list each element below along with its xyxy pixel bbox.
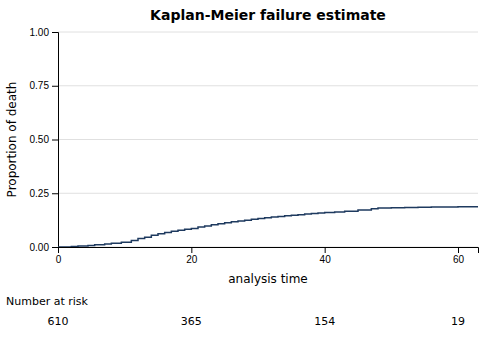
risk-table: Number at risk 610 365 154 19 [6, 295, 465, 328]
x-axis: 0 20 40 60 [56, 247, 479, 265]
y-tick: 0.00 [30, 242, 58, 253]
y-grid-line [58, 85, 478, 86]
risk-label: Number at risk [6, 295, 89, 308]
y-grid-line [58, 193, 478, 194]
y-tick: 0.25 [30, 188, 58, 199]
risk-number: 19 [451, 315, 465, 328]
risk-number: 154 [314, 315, 335, 328]
x-tick: 0 [56, 247, 62, 265]
x-tick-label: 40 [320, 254, 332, 265]
title: Kaplan-Meier failure estimate [150, 7, 386, 23]
y-grid-line [58, 32, 478, 33]
x-tick: 20 [186, 247, 198, 265]
grid [58, 32, 478, 247]
x-tick-label: 60 [453, 254, 465, 265]
y-axis-line [52, 33, 59, 248]
y-tick-label: 0.50 [30, 134, 50, 145]
x-axis-title: analysis time [228, 272, 308, 286]
x-tick-label: 0 [56, 254, 62, 265]
y-tick: 0.75 [30, 80, 58, 91]
x-tick-mark [458, 247, 459, 253]
x-tick-label: 20 [186, 254, 198, 265]
km-line [58, 207, 478, 247]
y-tick-mark [52, 32, 58, 33]
y-tick: 1.00 [30, 27, 58, 38]
risk-number: 365 [181, 315, 202, 328]
x-tick: 60 [453, 247, 465, 265]
y-grid-line [58, 139, 478, 140]
x-axis-line [59, 248, 479, 254]
y-tick-mark [52, 140, 58, 141]
risk-number: 610 [48, 315, 69, 328]
y-tick-mark [52, 86, 58, 87]
data [58, 207, 478, 247]
x-tick-mark [191, 247, 192, 253]
y-tick-label: 0.75 [30, 80, 50, 91]
chart: 0 20 40 60 0.00 0.25 0.50 0.75 1.00 Kaplan-Meier … [0, 0, 500, 339]
plot: 0 20 40 60 0.00 0.25 0.50 0.75 1.00 [30, 27, 479, 265]
y-tick: 0.50 [30, 134, 58, 145]
y-tick-label: 0.00 [30, 242, 50, 253]
y-tick-label: 0.25 [30, 188, 50, 199]
y-tick-mark [52, 193, 58, 194]
y-axis: 0.00 0.25 0.50 0.75 1.00 [30, 27, 59, 253]
y-tick-mark [52, 247, 58, 248]
x-tick: 40 [320, 247, 332, 265]
y-axis-title: Proportion of death [5, 82, 19, 198]
y-tick-label: 1.00 [30, 27, 50, 38]
x-tick-mark [325, 247, 326, 253]
